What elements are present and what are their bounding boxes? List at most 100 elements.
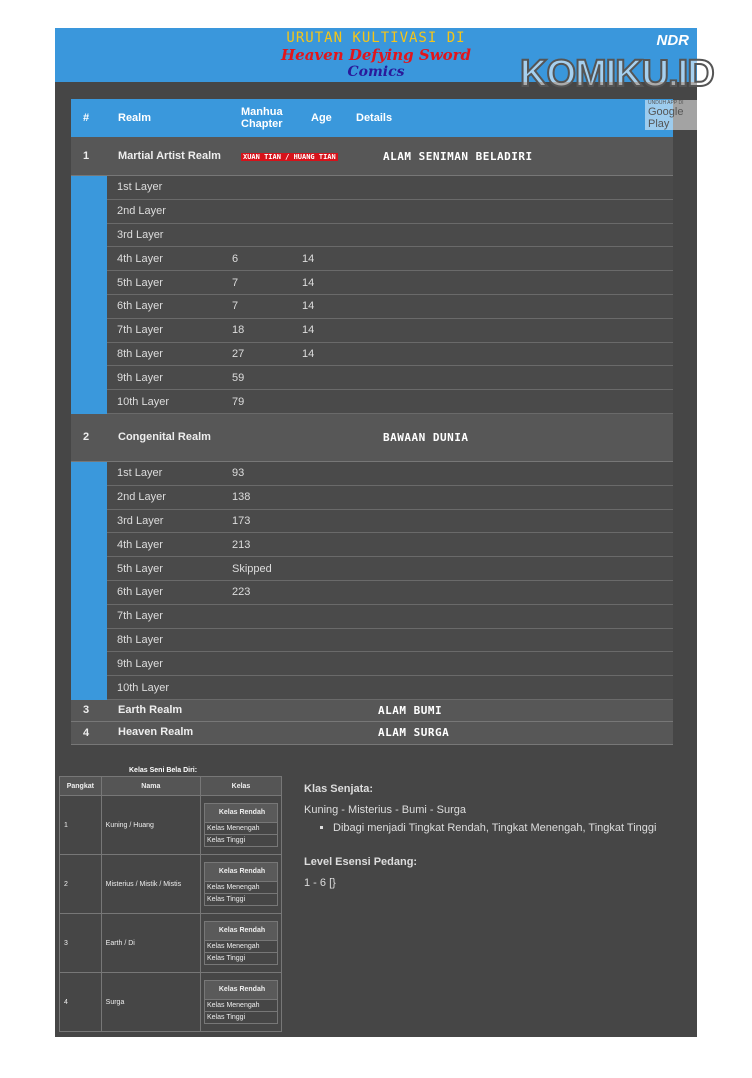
group-strip [71, 176, 107, 414]
group-strip [71, 461, 107, 700]
layer-name: 7th Layer [117, 324, 163, 337]
title-line3: Comics [347, 64, 405, 80]
layer-chapter: 27 [232, 347, 245, 360]
layer-row: 3rd Layer 173 [107, 509, 673, 534]
layer-chapter: 213 [232, 538, 251, 551]
layer-row: 9th Layer 59 [107, 366, 673, 391]
realm-row: 3 Earth Realm ALAM BUMI [71, 699, 673, 722]
weapon-class-title: Klas Senjata: [304, 783, 374, 795]
layer-row: 3rd Layer [107, 223, 673, 248]
class-item: Kelas Menengah [204, 999, 277, 1011]
layer-name: 4th Layer [117, 252, 163, 265]
layer-row: 1st Layer 93 [107, 461, 673, 486]
realm-name: Earth Realm [118, 703, 183, 716]
class-box: Kelas Rendah Kelas Menengah Kelas Tinggi [203, 803, 278, 847]
layer-chapter: 59 [232, 371, 245, 384]
layer-name: 3rd Layer [117, 228, 164, 241]
layer-row: 4th Layer 6 14 [107, 247, 673, 272]
layer-row: 10th Layer [107, 676, 673, 700]
layer-name: 2nd Layer [117, 491, 166, 504]
column-header: Realm [118, 112, 152, 124]
kelas-caption: Kelas Seni Bela Diri: [129, 767, 198, 774]
layer-row: 9th Layer [107, 652, 673, 677]
realm-details: ALAM SURGA [378, 726, 450, 740]
title-line1: URUTAN KULTIVASI DI [286, 30, 466, 46]
kelas-name: Misterius / Mistik / Mistis [100, 854, 201, 914]
layer-row: 6th Layer 223 [107, 580, 673, 605]
kelas-rank: 3 [59, 913, 102, 973]
google-play-badge: UNDUH APP DI Google Play [645, 100, 697, 130]
kelas-name: Surga [100, 972, 201, 1032]
layer-row: 8th Layer 27 14 [107, 342, 673, 367]
layer-chapter: Skipped [232, 562, 272, 575]
title-line2: Heaven Defying Sword [281, 46, 471, 64]
layer-chapter: 93 [232, 467, 245, 480]
layer-chapter: 138 [232, 491, 251, 504]
kelas-row: 2 Misterius / Mistik / Mistis Kelas Rendah… [59, 854, 283, 914]
column-header: Age [311, 112, 332, 124]
realm-number: 4 [83, 726, 90, 739]
sword-essence-text: 1 - 6 [} [304, 877, 336, 889]
kelas-header: Kelas [199, 776, 283, 796]
page-container: URUTAN KULTIVASI DI Heaven Defying Sword… [55, 28, 716, 1037]
layer-name: 2nd Layer [117, 205, 166, 218]
kelas-rank: 1 [59, 795, 102, 855]
layer-row: 2nd Layer 138 [107, 485, 673, 510]
class-item: Kelas Tinggi [204, 1011, 277, 1023]
sword-essence-title: Level Esensi Pedang: [304, 856, 418, 868]
layer-row: 2nd Layer [107, 199, 673, 224]
layer-name: 6th Layer [117, 586, 163, 599]
class-item: Kelas Menengah [204, 881, 277, 893]
layer-chapter: 223 [232, 586, 251, 599]
layer-row: 8th Layer [107, 628, 673, 653]
kelas-row: 4 Surga Kelas Rendah Kelas Menengah Kelas Ti… [59, 972, 283, 1032]
class-box: Kelas Rendah Kelas Menengah Kelas Tinggi [203, 921, 278, 965]
watermark-store: Google Play [648, 106, 684, 130]
kelas-row: 3 Earth / Di Kelas Rendah Kelas Menengah Kel… [59, 913, 283, 973]
layer-chapter: 7 [232, 276, 239, 289]
layer-chapter: 79 [232, 395, 245, 408]
layer-age: 14 [302, 276, 315, 289]
column-header: Manhua Chapter [241, 106, 283, 130]
realm-row: 1 Martial Artist Realm XUAN TIAN / HUANG … [71, 137, 673, 176]
class-item: Kelas Rendah [204, 981, 277, 999]
kelas-table: Pangkat Nama Kelas 1 Kuning / Huang Kelas Ren… [59, 776, 283, 1032]
layer-name: 6th Layer [117, 300, 163, 313]
realm-name: Martial Artist Realm [118, 149, 221, 162]
kelas-name: Kuning / Huang [100, 795, 201, 855]
class-item: Kelas Rendah [204, 804, 277, 822]
header-banner: URUTAN KULTIVASI DI Heaven Defying Sword… [55, 28, 697, 82]
layer-row: 4th Layer 213 [107, 533, 673, 558]
layer-chapter: 6 [232, 252, 239, 265]
layer-chapter: 173 [232, 514, 251, 527]
layer-name: 5th Layer [117, 276, 163, 289]
kelas-row: 1 Kuning / Huang Kelas Rendah Kelas Menenga… [59, 795, 283, 855]
layer-row: 1st Layer [107, 176, 673, 200]
layer-row: 7th Layer 18 14 [107, 318, 673, 343]
class-box: Kelas Rendah Kelas Menengah Kelas Tinggi [203, 862, 278, 906]
weapon-class-text: Kuning - Misterius - Bumi - Surga [304, 804, 466, 816]
layer-chapter: 18 [232, 324, 245, 337]
weapon-class-bullet: Dibagi menjadi Tingkat Rendah, Tingkat M… [333, 822, 656, 834]
kelas-rank: 4 [59, 972, 102, 1032]
realm-details: ALAM SENIMAN BELADIRI [383, 149, 533, 163]
class-box: Kelas Rendah Kelas Menengah Kelas Tinggi [203, 980, 278, 1024]
layer-name: 4th Layer [117, 538, 163, 551]
layer-chapter: 7 [232, 300, 239, 313]
class-item: Kelas Tinggi [204, 952, 277, 964]
column-header: Details [356, 112, 393, 124]
realm-table: # Realm Manhua Chapter Age Details 1 Martial… [71, 99, 673, 745]
realm-details: ALAM BUMI [378, 703, 443, 717]
layer-name: 9th Layer [117, 657, 163, 670]
class-item: Kelas Rendah [204, 922, 277, 940]
komiku-watermark: KOMIKU.ID [519, 53, 716, 95]
class-item: Kelas Tinggi [204, 834, 277, 846]
layer-name: 9th Layer [117, 371, 163, 384]
column-header: # [83, 112, 90, 124]
realm-name: Heaven Realm [118, 726, 194, 739]
layer-age: 14 [302, 300, 315, 313]
realm-name: Congenital Realm [118, 430, 211, 443]
layer-row: 6th Layer 7 14 [107, 294, 673, 319]
layer-name: 5th Layer [117, 562, 163, 575]
kelas-rank: 2 [59, 854, 102, 914]
